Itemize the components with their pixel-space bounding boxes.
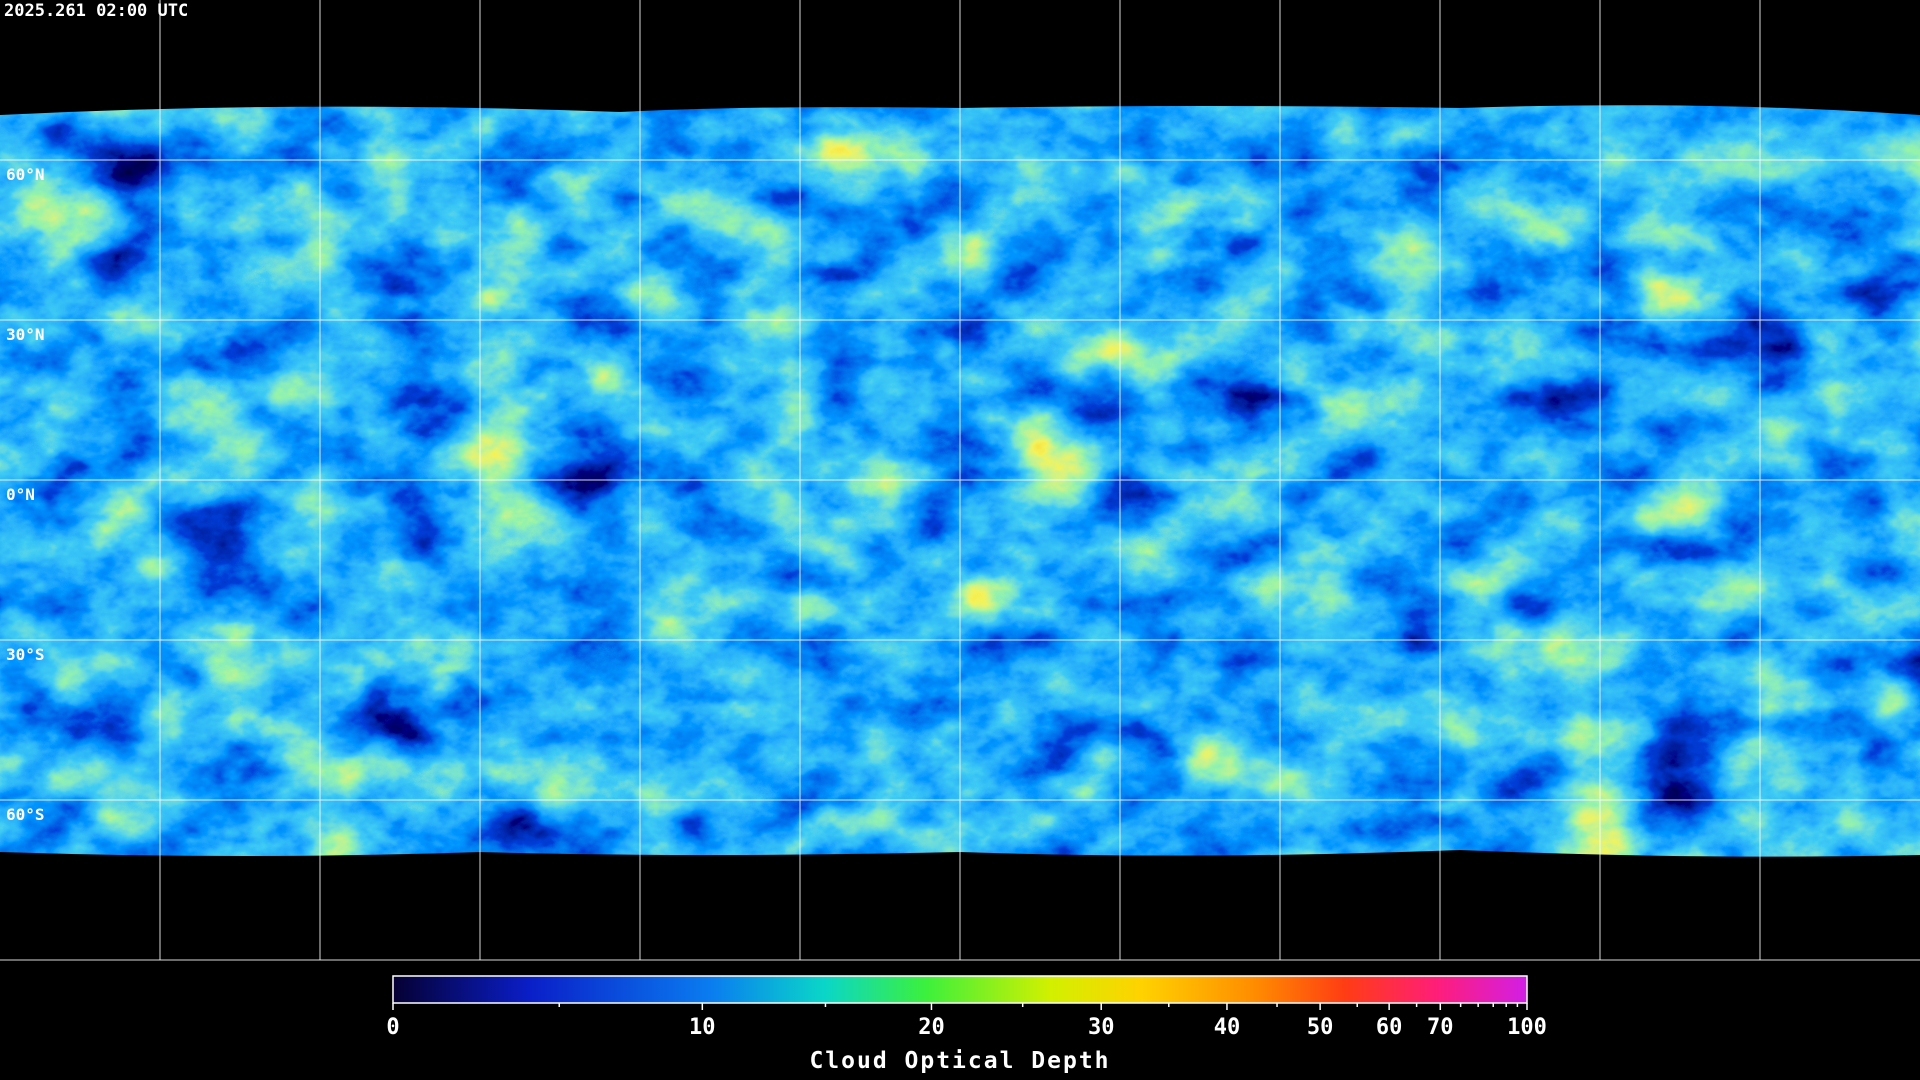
- lat-label: 0°N: [6, 485, 35, 504]
- tick-label: 0: [386, 1015, 399, 1040]
- tick-label: 20: [918, 1015, 945, 1040]
- tick-label: 70: [1427, 1015, 1454, 1040]
- tick-label: 100: [1507, 1015, 1547, 1040]
- colorbar: [392, 975, 1528, 1004]
- lat-label: 60°N: [6, 165, 45, 184]
- tick-label: 10: [689, 1015, 716, 1040]
- timestamp: 2025.261 02:00 UTC: [4, 1, 188, 21]
- lat-label: 30°S: [6, 645, 45, 664]
- tick-label: 60: [1376, 1015, 1403, 1040]
- colorbar-title: Cloud Optical Depth: [809, 1048, 1110, 1074]
- lat-label: 60°S: [6, 805, 45, 824]
- tick-label: 50: [1307, 1015, 1334, 1040]
- tick-label: 30: [1088, 1015, 1115, 1040]
- lat-label: 30°N: [6, 325, 45, 344]
- tick-label: 40: [1214, 1015, 1241, 1040]
